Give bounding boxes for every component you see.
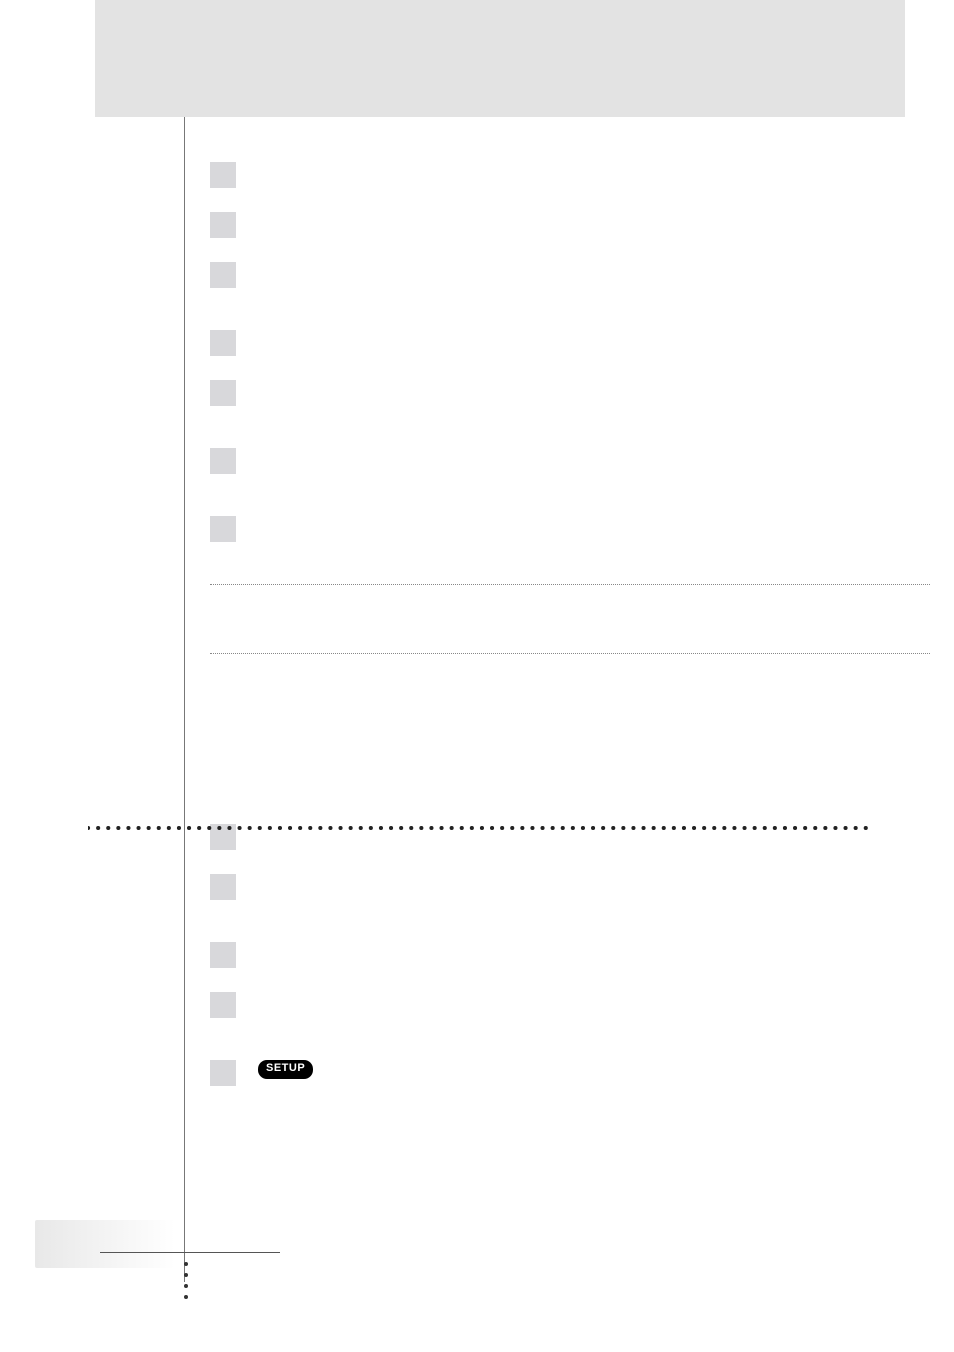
step-item [210,210,930,238]
step-marker-icon [210,448,236,474]
step-marker-icon [210,262,236,288]
step-item [210,990,930,1018]
step-marker-icon [210,516,236,542]
step-item [210,328,930,356]
step-item [210,378,930,406]
bottom-horizontal-rule [100,1252,280,1253]
dashed-rule [210,653,930,654]
step-item-setup: SETUP [210,1058,930,1086]
step-marker-icon [210,1060,236,1086]
header-band [95,0,905,117]
step-item [210,446,930,474]
step-marker-icon [210,330,236,356]
step-item [210,940,930,968]
step-marker-icon [210,992,236,1018]
dashed-rule [210,584,930,585]
content-column: SETUP [210,160,930,1108]
step-marker-icon [210,212,236,238]
step-item [210,872,930,900]
step-item [210,160,930,188]
step-marker-icon [210,162,236,188]
vertical-dots-icon [184,1262,188,1299]
step-marker-icon [210,942,236,968]
step-item [210,514,930,542]
left-fade-block [35,1220,175,1268]
step-marker-icon [210,874,236,900]
setup-pill: SETUP [258,1060,313,1079]
dotted-divider [88,818,868,824]
step-text: SETUP [256,1058,930,1079]
step-item [210,260,930,288]
vertical-rule [184,117,185,1282]
step-marker-icon [210,380,236,406]
